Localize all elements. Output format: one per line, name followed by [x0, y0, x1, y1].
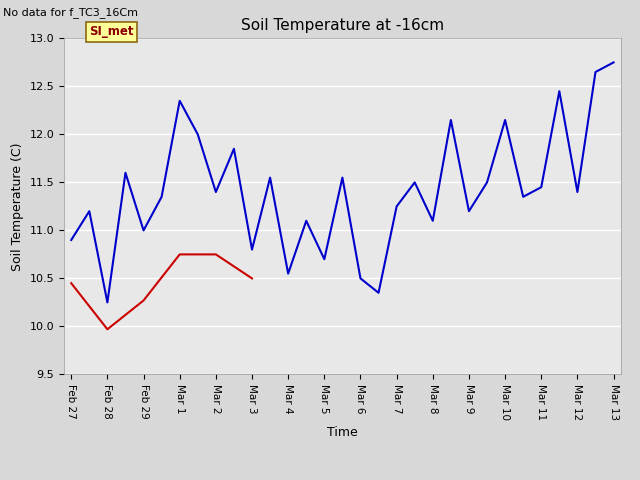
- X-axis label: Time: Time: [327, 426, 358, 439]
- Text: No data for f_TC3_16Cm: No data for f_TC3_16Cm: [3, 7, 138, 18]
- Y-axis label: Soil Temperature (C): Soil Temperature (C): [11, 142, 24, 271]
- Title: Soil Temperature at -16cm: Soil Temperature at -16cm: [241, 18, 444, 33]
- Text: SI_met: SI_met: [90, 25, 134, 38]
